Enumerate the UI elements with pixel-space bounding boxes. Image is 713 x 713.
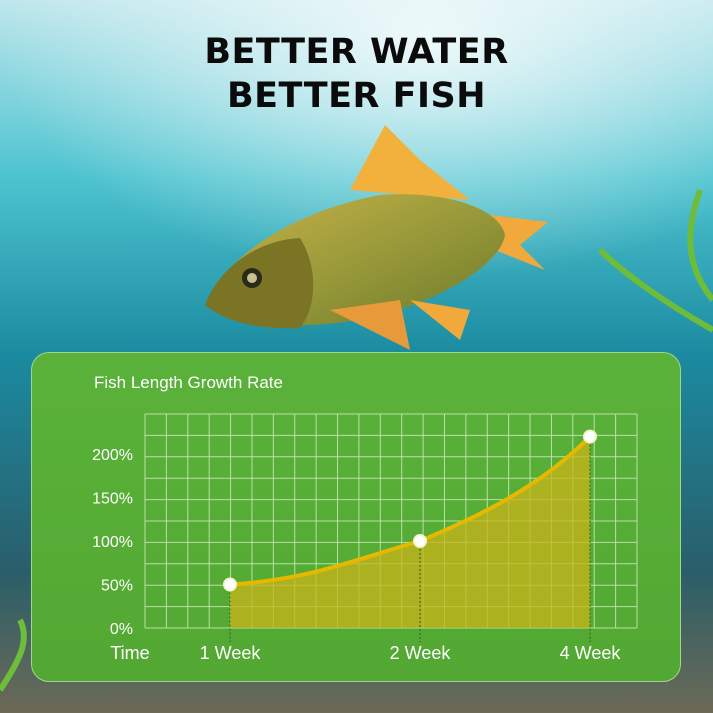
chart-title: Fish Length Growth Rate bbox=[94, 373, 283, 392]
x-tick-label: 1 Week bbox=[200, 643, 262, 663]
y-tick-label: 200% bbox=[92, 447, 133, 464]
data-point bbox=[413, 534, 427, 548]
y-tick-label: 50% bbox=[101, 578, 133, 595]
y-tick-label: 0% bbox=[110, 621, 133, 638]
x-tick-label: 4 Week bbox=[560, 643, 622, 663]
data-point bbox=[583, 429, 597, 444]
fish-illustration bbox=[205, 125, 548, 350]
x-axis-label: Time bbox=[110, 643, 149, 663]
headline-line-1: BETTER WATER bbox=[204, 32, 509, 72]
y-tick-label: 100% bbox=[92, 534, 133, 551]
headline-line-2: BETTER FISH bbox=[226, 76, 487, 116]
data-point bbox=[223, 577, 237, 592]
y-tick-label: 150% bbox=[92, 491, 133, 508]
x-tick-label: 2 Week bbox=[390, 643, 452, 663]
area-fill bbox=[230, 436, 590, 628]
plant-illustration bbox=[0, 189, 713, 692]
